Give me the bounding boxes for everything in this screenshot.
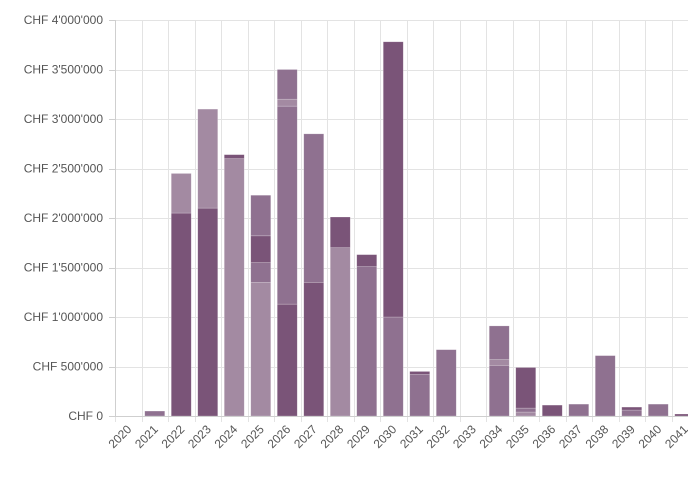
x-tick-label: 2021 — [132, 422, 161, 451]
bar-segment-2034-0[interactable] — [488, 365, 510, 417]
bar-segment-2029-1[interactable] — [356, 254, 378, 267]
x-tick-label: 2029 — [344, 422, 373, 451]
x-tick-label: 2032 — [424, 422, 453, 451]
bar-segment-2039-1[interactable] — [621, 406, 643, 411]
y-tick-label: CHF 1'500'000 — [24, 261, 104, 275]
bar-segment-2040-0[interactable] — [647, 403, 669, 417]
x-tick-label: 2030 — [371, 422, 400, 451]
x-tick-label: 2025 — [238, 422, 267, 451]
x-tick-label: 2041 — [662, 422, 688, 451]
x-tick-label: 2020 — [106, 422, 135, 451]
bar-segment-2032-0[interactable] — [435, 349, 457, 417]
x-tick-label: 2034 — [477, 422, 506, 451]
x-tick-label: 2037 — [556, 422, 585, 451]
bar-segment-2028-1[interactable] — [329, 216, 351, 248]
x-tick-label: 2033 — [450, 422, 479, 451]
x-tick-label: 2036 — [530, 422, 559, 451]
x-tick-label: 2028 — [318, 422, 347, 451]
bar-segment-2031-1[interactable] — [409, 371, 431, 375]
bar-segment-2030-1[interactable] — [382, 41, 404, 318]
bar-segment-2038-0[interactable] — [594, 355, 616, 417]
bar-segment-2034-1[interactable] — [488, 359, 510, 366]
bar-segment-2023-0[interactable] — [197, 207, 219, 417]
bar-segment-2031-0[interactable] — [409, 374, 431, 417]
bar-segment-2039-0[interactable] — [621, 409, 643, 417]
x-tick-label: 2035 — [503, 422, 532, 451]
x-tick-label: 2040 — [636, 422, 665, 451]
y-tick-label: CHF 3'000'000 — [24, 112, 104, 126]
y-tick-label: CHF 2'500'000 — [24, 162, 104, 176]
bar-segment-2025-0[interactable] — [250, 282, 272, 417]
bar-segment-2036-0[interactable] — [541, 404, 563, 417]
bar-segment-2026-0[interactable] — [276, 303, 298, 417]
x-tick-label: 2022 — [159, 422, 188, 451]
bar-segment-2024-1[interactable] — [223, 154, 245, 159]
bar-segment-2037-0[interactable] — [568, 403, 590, 417]
x-tick-label: 2038 — [583, 422, 612, 451]
axis-layer — [109, 20, 688, 417]
y-tick-label: CHF 3'500'000 — [24, 63, 104, 77]
bar-segment-2028-0[interactable] — [329, 247, 351, 417]
bar-segment-2030-0[interactable] — [382, 316, 404, 417]
bar-segment-2035-2[interactable] — [515, 367, 537, 409]
bar-segment-2029-0[interactable] — [356, 266, 378, 417]
bar-segment-2034-2[interactable] — [488, 325, 510, 360]
bar-segment-2025-1[interactable] — [250, 262, 272, 283]
x-tick-label: 2026 — [265, 422, 294, 451]
x-tick-label: 2039 — [609, 422, 638, 451]
bar-segment-2025-2[interactable] — [250, 235, 272, 263]
bar-segment-2026-2[interactable] — [276, 98, 298, 107]
bar-segment-2025-3[interactable] — [250, 194, 272, 237]
bar-segment-2024-0[interactable] — [223, 158, 245, 417]
bar-segment-2022-1[interactable] — [170, 173, 192, 214]
bar-segment-2022-0[interactable] — [170, 212, 192, 417]
x-tick-label: 2031 — [397, 422, 426, 451]
bar-segment-2035-1[interactable] — [515, 407, 537, 413]
y-axis-tick-labels: CHF 0 CHF 500'000 CHF 1'000'000 CHF 1'500'0… — [24, 13, 104, 423]
bar-segment-2026-3[interactable] — [276, 69, 298, 100]
x-tick-label: 2024 — [212, 422, 241, 451]
bar-segment-2023-1[interactable] — [197, 108, 219, 209]
bar-segment-2026-1[interactable] — [276, 105, 298, 305]
x-tick-label: 2027 — [291, 422, 320, 451]
y-tick-label: CHF 1'000'000 — [24, 310, 104, 324]
y-tick-label: CHF 2'000'000 — [24, 211, 104, 225]
x-tick-label: 2023 — [185, 422, 214, 451]
bar-segment-2035-0[interactable] — [515, 411, 537, 417]
x-axis-tick-labels: 2020202120222023202420252026202720282029… — [106, 422, 688, 451]
y-tick-label: CHF 500'000 — [33, 360, 104, 374]
y-tick-label: CHF 0 — [68, 409, 103, 423]
y-tick-label: CHF 4'000'000 — [24, 13, 104, 27]
bar-segment-2021-0[interactable] — [144, 410, 166, 417]
bar-segment-2027-0[interactable] — [303, 282, 325, 417]
bar-segment-2027-1[interactable] — [303, 133, 325, 283]
bar-layer — [144, 41, 688, 417]
bar-segment-2041-0[interactable] — [674, 413, 688, 417]
